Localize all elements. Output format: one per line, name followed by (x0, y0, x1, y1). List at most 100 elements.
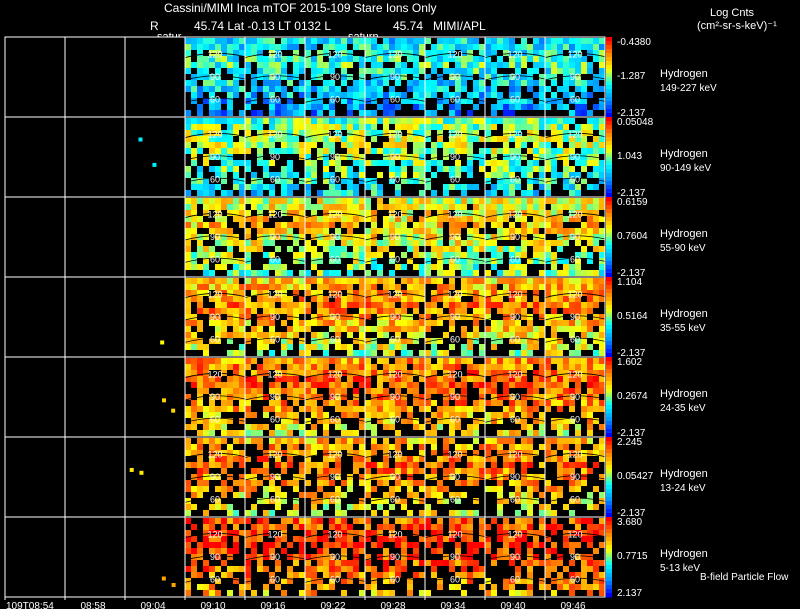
heatmap-cell (509, 204, 515, 210)
heatmap-cell (557, 270, 563, 276)
heatmap-cell (209, 110, 215, 116)
heatmap-cell (593, 160, 599, 166)
heatmap-cell (479, 246, 485, 252)
heatmap-cell (401, 222, 407, 228)
heatmap-cell (431, 198, 437, 204)
heatmap-cell (227, 320, 233, 326)
heatmap-cell (317, 308, 323, 314)
heatmap-cell (491, 376, 497, 382)
heatmap-cell (533, 284, 539, 290)
heatmap-cell (395, 320, 401, 326)
heatmap-cell (599, 216, 605, 222)
heatmap-cell (299, 388, 305, 394)
heatmap-cell (395, 388, 401, 394)
heatmap-cell (341, 510, 347, 516)
heatmap-cell (479, 406, 485, 412)
heatmap-cell (341, 412, 347, 418)
heatmap-cell (257, 148, 263, 154)
heatmap-cell (443, 216, 449, 222)
heatmap-cell (581, 554, 587, 560)
heatmap-cell (485, 468, 491, 474)
heatmap-cell (473, 382, 479, 388)
heatmap-cell (551, 296, 557, 302)
heatmap-cell (443, 252, 449, 258)
heatmap-cell (275, 296, 281, 302)
heatmap-cell (437, 492, 443, 498)
heatmap-cell (467, 264, 473, 270)
heatmap-cell (563, 320, 569, 326)
heatmap-cell (221, 302, 227, 308)
heatmap-cell (227, 110, 233, 116)
heatmap-cell (233, 210, 239, 216)
heatmap-cell (425, 350, 431, 356)
heatmap-cell (527, 136, 533, 142)
heatmap-cell (485, 86, 491, 92)
heatmap-cell (395, 216, 401, 222)
contour-line (484, 257, 546, 263)
heatmap-cell (431, 350, 437, 356)
heatmap-cell (227, 104, 233, 110)
heatmap-cell (491, 252, 497, 258)
heatmap-cell (509, 80, 515, 86)
heatmap-cell (425, 228, 431, 234)
heatmap-cell (287, 228, 293, 234)
heatmap-cell (353, 406, 359, 412)
heatmap-cell (227, 258, 233, 264)
heatmap-cell (509, 524, 515, 530)
heatmap-cell (503, 456, 509, 462)
heatmap-cell (287, 118, 293, 124)
heatmap-cell (221, 450, 227, 456)
contour-line (544, 315, 606, 321)
heatmap-cell (353, 104, 359, 110)
heatmap-cell (263, 486, 269, 492)
contour-line (364, 292, 426, 298)
heatmap-cell (263, 548, 269, 554)
heatmap-cell (521, 406, 527, 412)
heatmap-cell (587, 184, 593, 190)
heatmap-cell (383, 474, 389, 480)
heatmap-cell (287, 270, 293, 276)
heatmap-cell (509, 258, 515, 264)
heatmap-cell (509, 284, 515, 290)
heatmap-cell (419, 216, 425, 222)
heatmap-cell (371, 430, 377, 436)
heatmap-cell (395, 412, 401, 418)
heatmap-cell (509, 190, 515, 196)
heatmap-cell (317, 62, 323, 68)
heatmap-cell (485, 92, 491, 98)
heatmap-cell (365, 278, 371, 284)
heatmap-cell (335, 326, 341, 332)
heatmap-cell (341, 240, 347, 246)
heatmap-cell (545, 554, 551, 560)
heatmap-cell (563, 302, 569, 308)
heatmap-cell (341, 56, 347, 62)
heatmap-cell (203, 566, 209, 572)
heatmap-cell (383, 370, 389, 376)
heatmap-cell (575, 438, 581, 444)
heatmap-cell (275, 228, 281, 234)
heatmap-cell (389, 172, 395, 178)
heatmap-cell (245, 62, 251, 68)
heatmap-cell (233, 388, 239, 394)
heatmap-cell (455, 136, 461, 142)
heatmap-cell (539, 584, 545, 590)
heatmap-cell (341, 530, 347, 536)
heatmap-cell (443, 450, 449, 456)
heatmap-cell (539, 444, 545, 450)
heatmap-cell (227, 358, 233, 364)
heatmap-cell (191, 74, 197, 80)
heatmap-cell (467, 270, 473, 276)
heatmap-cell (545, 394, 551, 400)
heatmap-cell (449, 308, 455, 314)
heatmap-cell (437, 518, 443, 524)
heatmap-cell (275, 270, 281, 276)
heatmap-cell (569, 270, 575, 276)
heatmap-cell (275, 504, 281, 510)
heatmap-cell (287, 56, 293, 62)
heatmap-cell (527, 314, 533, 320)
heatmap-cell (281, 166, 287, 172)
heatmap-cell (323, 124, 329, 130)
heatmap-cell (575, 302, 581, 308)
colorbar-segment (606, 169, 612, 174)
heatmap-cell (413, 332, 419, 338)
